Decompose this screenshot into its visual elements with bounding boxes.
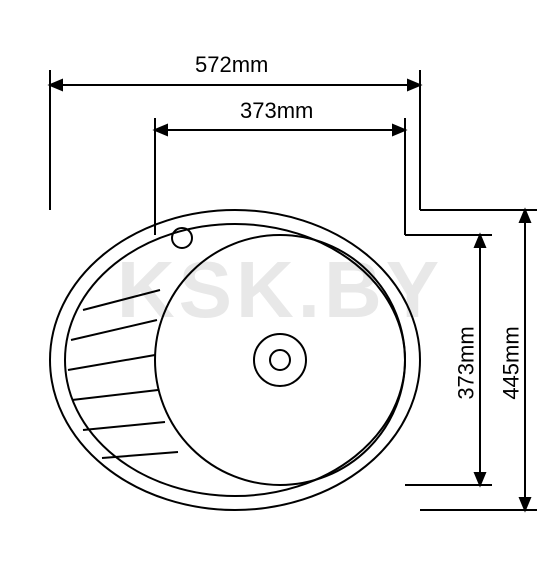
diagram-canvas bbox=[0, 0, 560, 580]
label-outer-width: 572mm bbox=[195, 52, 268, 78]
dimension-lines bbox=[50, 70, 537, 510]
sink-body bbox=[50, 210, 420, 510]
label-outer-height: 445mm bbox=[499, 326, 525, 399]
dim-outer-width bbox=[50, 70, 420, 210]
dim-bowl-width bbox=[155, 118, 405, 235]
drain-inner bbox=[270, 350, 290, 370]
sink-inner-rim bbox=[65, 224, 405, 496]
sink-outer-oval bbox=[50, 210, 420, 510]
sink-bowl bbox=[155, 235, 405, 485]
label-bowl-width: 373mm bbox=[240, 98, 313, 124]
label-bowl-height: 373mm bbox=[454, 326, 480, 399]
drainer-ribs bbox=[68, 290, 178, 458]
drain-outer bbox=[254, 334, 306, 386]
